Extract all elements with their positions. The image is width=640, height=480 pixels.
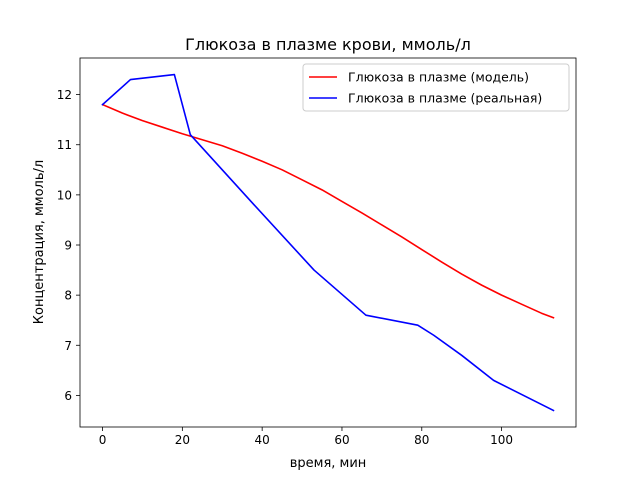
plot-area (101, 73, 555, 412)
x-tick-label: 40 (255, 433, 270, 447)
x-axis-label: время, мин (290, 456, 367, 471)
y-tick-label: 8 (64, 289, 72, 303)
y-tick-label: 12 (57, 88, 72, 102)
legend-box (302, 63, 570, 112)
axes: 0 20 40 60 80 100 6 7 8 9 10 11 12 (57, 57, 577, 447)
series-line-1 (101, 103, 555, 319)
x-tick-label: 100 (490, 433, 513, 447)
y-tick-label: 7 (64, 339, 72, 353)
y-tick-label: 9 (64, 239, 72, 253)
series-line-2 (101, 73, 555, 412)
legend: Глюкоза в плазме (модель) Глюкоза в плазм… (302, 63, 570, 112)
legend-label-2: Глюкоза в плазме (реальная) (348, 91, 542, 106)
chart-title: Глюкоза в плазме крови, ммоль/л (185, 35, 471, 54)
y-tick-label: 10 (57, 188, 72, 202)
x-tick-label: 60 (334, 433, 349, 447)
x-tick-label: 0 (99, 433, 107, 447)
legend-label-1: Глюкоза в плазме (модель) (348, 70, 529, 85)
x-tick-label: 80 (414, 433, 429, 447)
y-tick-label: 6 (64, 389, 72, 403)
x-tick-label: 20 (175, 433, 190, 447)
axes-frame (79, 57, 577, 428)
y-tick-label: 11 (57, 138, 72, 152)
y-axis-label: Концентрация, ммоль/л (32, 160, 47, 324)
